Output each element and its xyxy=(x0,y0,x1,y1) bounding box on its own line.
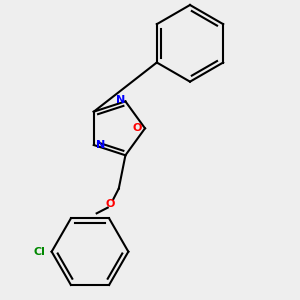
Text: O: O xyxy=(106,199,115,208)
Text: N: N xyxy=(116,95,125,105)
Text: O: O xyxy=(133,123,142,133)
Text: N: N xyxy=(97,140,106,150)
Text: Cl: Cl xyxy=(33,247,45,257)
